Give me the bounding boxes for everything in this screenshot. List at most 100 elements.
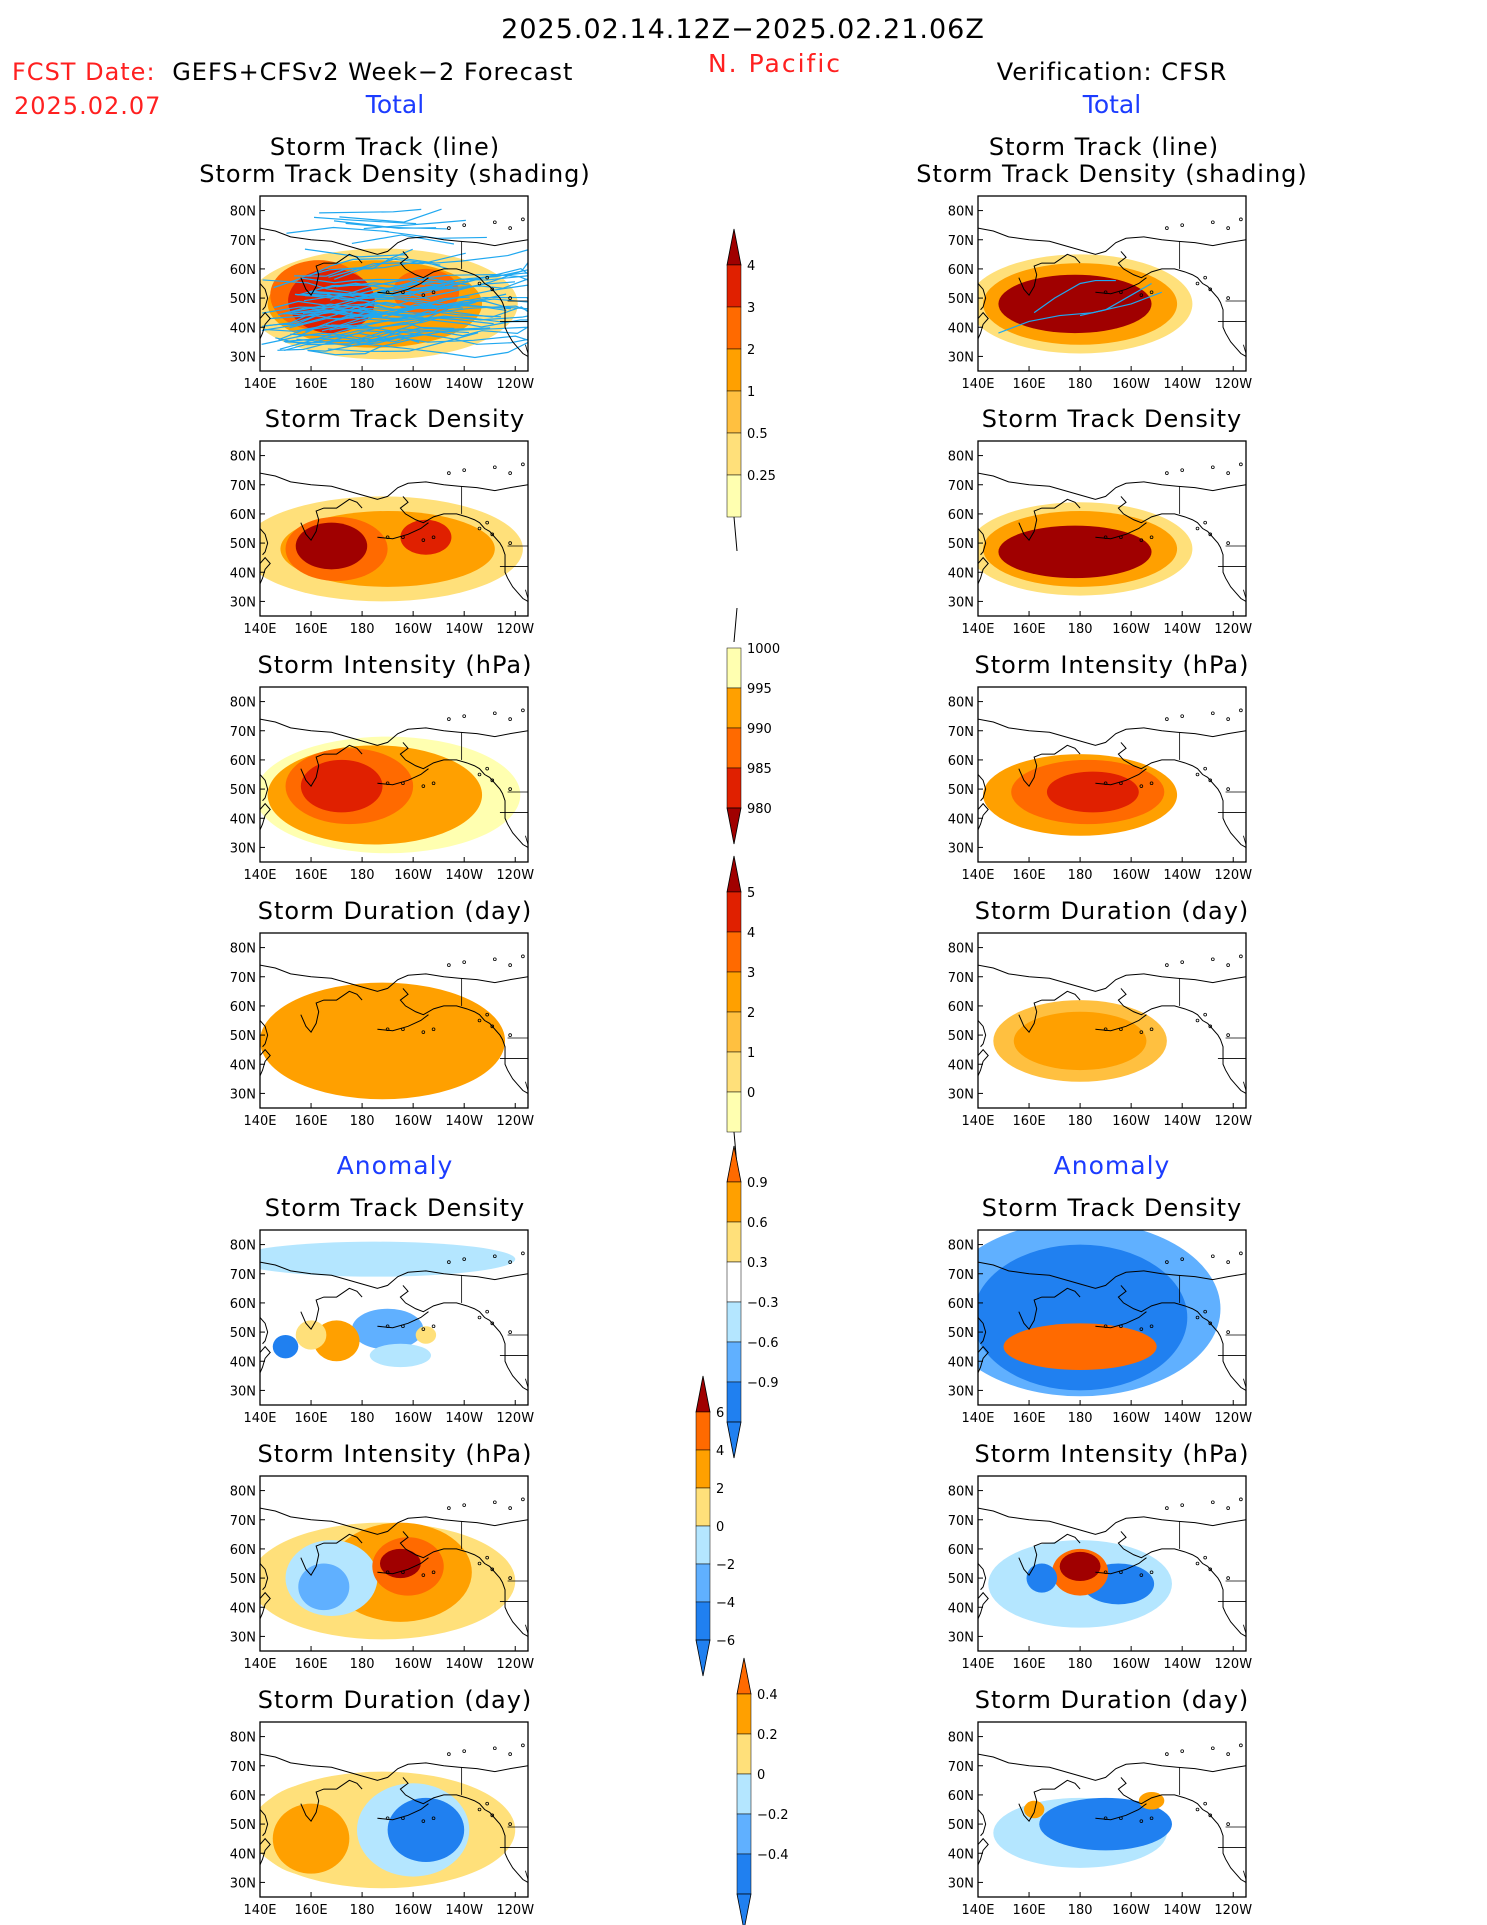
y-tick-label: 50N bbox=[948, 1572, 974, 1587]
island bbox=[447, 717, 451, 721]
colorbar-segment bbox=[726, 1011, 742, 1053]
y-tick-label: 80N bbox=[948, 1485, 974, 1500]
coastline bbox=[399, 1285, 528, 1391]
y-tick-label: 80N bbox=[230, 450, 256, 465]
field-blob bbox=[272, 1803, 350, 1874]
island bbox=[431, 535, 436, 540]
y-tick-label: 40N bbox=[230, 321, 256, 336]
y-tick-label: 40N bbox=[230, 1058, 256, 1073]
x-tick-label: 140E bbox=[243, 1657, 276, 1672]
y-tick-label: 80N bbox=[230, 1731, 256, 1746]
island bbox=[508, 787, 512, 791]
coastline bbox=[978, 718, 1246, 746]
colorbar-segment bbox=[726, 1091, 742, 1133]
x-tick-label: 140W bbox=[1163, 1114, 1201, 1129]
colorbar-label: 0 bbox=[716, 1520, 724, 1535]
x-tick-label: 140E bbox=[243, 868, 276, 883]
island bbox=[508, 963, 512, 967]
island bbox=[447, 471, 451, 475]
field-blob bbox=[1039, 1797, 1172, 1851]
storm-track-line bbox=[319, 208, 422, 214]
y-tick-label: 60N bbox=[948, 754, 974, 769]
island bbox=[1180, 223, 1184, 227]
island bbox=[493, 220, 497, 225]
x-tick-label: 180 bbox=[350, 622, 375, 637]
colorbar-segment bbox=[695, 1601, 711, 1641]
x-tick-label: 160E bbox=[1013, 377, 1046, 392]
title-ob-intensity: Storm Intensity (hPa) bbox=[975, 651, 1250, 679]
island bbox=[490, 1024, 495, 1029]
x-tick-label: 140W bbox=[1163, 622, 1201, 637]
storm-track-line bbox=[262, 305, 463, 327]
x-tick-label: 140W bbox=[445, 377, 483, 392]
y-tick-label: 80N bbox=[948, 450, 974, 465]
island bbox=[462, 468, 466, 472]
y-tick-label: 30N bbox=[948, 841, 974, 856]
island bbox=[1211, 711, 1215, 716]
island bbox=[401, 781, 405, 786]
map-frame bbox=[977, 1721, 1247, 1898]
map-frame bbox=[977, 440, 1247, 617]
coastline bbox=[260, 774, 269, 802]
coastline bbox=[1018, 744, 1081, 788]
island bbox=[521, 1497, 525, 1502]
island bbox=[431, 1570, 436, 1575]
map-panel-ob-duration: 140E 160E 180 160W 140W 120W 80N 70N 60N 50N 40N 30… bbox=[948, 932, 1252, 1129]
island bbox=[421, 1819, 426, 1823]
y-tick-label: 50N bbox=[948, 1029, 974, 1044]
x-tick-label: 120W bbox=[1214, 1411, 1252, 1426]
coastline bbox=[260, 1261, 528, 1289]
coastline bbox=[978, 964, 1246, 992]
colorbar-cap-bottom bbox=[726, 807, 742, 845]
y-tick-label: 30N bbox=[948, 1876, 974, 1891]
y-tick-label: 40N bbox=[230, 1847, 256, 1862]
colorbar-label: −0.9 bbox=[747, 1376, 779, 1391]
colorbar-segment bbox=[726, 474, 742, 518]
island bbox=[1103, 1324, 1108, 1329]
island bbox=[477, 1561, 482, 1566]
island bbox=[1149, 1324, 1154, 1329]
colorbar-segment bbox=[736, 1693, 752, 1735]
y-tick-label: 30N bbox=[230, 1087, 256, 1102]
storm-track-line bbox=[339, 208, 442, 223]
island bbox=[401, 290, 405, 295]
coastline bbox=[399, 251, 528, 357]
island bbox=[1180, 468, 1184, 472]
coastline bbox=[377, 1311, 429, 1329]
storm-track-line bbox=[286, 226, 389, 234]
x-tick-label: 120W bbox=[1214, 622, 1252, 637]
map-frame bbox=[259, 1721, 529, 1898]
y-tick-label: 70N bbox=[230, 234, 256, 249]
storm-track-line bbox=[313, 216, 417, 225]
x-tick-label: 120W bbox=[1214, 1903, 1252, 1918]
x-tick-label: 120W bbox=[496, 1114, 534, 1129]
x-tick-label: 140W bbox=[445, 622, 483, 637]
colorbar-label: 1 bbox=[747, 1046, 755, 1061]
colorbar-segment bbox=[695, 1563, 711, 1603]
x-tick-label: 140E bbox=[243, 622, 276, 637]
y-tick-label: 50N bbox=[948, 1818, 974, 1833]
colorbar-segment bbox=[736, 1733, 752, 1775]
x-tick-label: 160E bbox=[295, 1903, 328, 1918]
colorbar-label: 4 bbox=[716, 1444, 724, 1459]
island bbox=[1239, 1497, 1243, 1502]
coastline bbox=[1018, 1287, 1081, 1331]
x-tick-label: 140W bbox=[1163, 1657, 1201, 1672]
field-blob bbox=[295, 1320, 327, 1350]
x-tick-label: 160E bbox=[1013, 1411, 1046, 1426]
x-tick-label: 140E bbox=[961, 1657, 994, 1672]
y-tick-label: 50N bbox=[948, 292, 974, 307]
island bbox=[1239, 217, 1243, 222]
y-tick-label: 30N bbox=[230, 1876, 256, 1891]
y-tick-label: 80N bbox=[230, 696, 256, 711]
colorbar-label: 2 bbox=[716, 1482, 724, 1497]
island bbox=[385, 781, 390, 786]
island bbox=[1226, 471, 1230, 475]
coastline bbox=[260, 1837, 271, 1866]
colorbar-label: 1 bbox=[747, 385, 755, 400]
island bbox=[493, 1746, 497, 1751]
y-tick-label: 30N bbox=[948, 350, 974, 365]
island bbox=[493, 711, 497, 716]
y-tick-label: 30N bbox=[230, 841, 256, 856]
colorbar-cap-bottom bbox=[726, 1421, 742, 1459]
